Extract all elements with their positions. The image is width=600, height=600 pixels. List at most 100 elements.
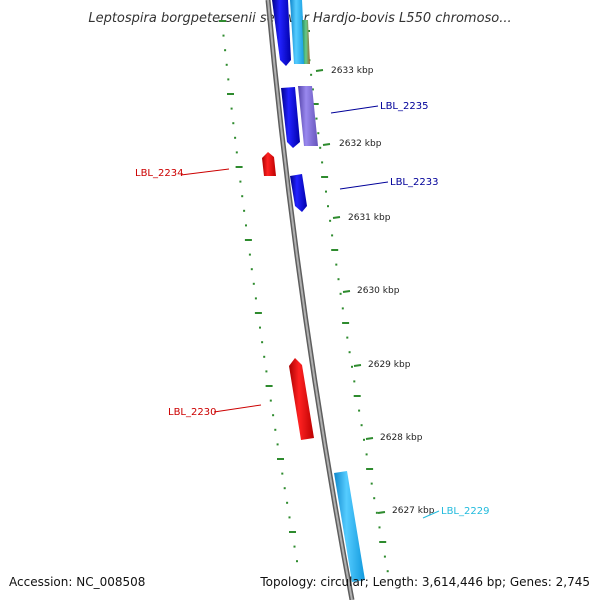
tick-dot: [311, 88, 314, 91]
tick-dot: [317, 132, 320, 135]
tick-dot: [288, 516, 291, 519]
tick-dot: [289, 531, 296, 533]
tick-label: 2629 kbp: [368, 360, 411, 370]
tick-dot: [335, 263, 338, 266]
genome-backbone-highlight: [267, 0, 353, 600]
tick-dot: [241, 195, 244, 198]
tick-dot: [235, 151, 238, 154]
tick-dot: [235, 166, 243, 168]
tick-dot: [341, 307, 344, 310]
tick-mark: [342, 290, 351, 293]
gene-feature-blue-2236[interactable]: [281, 87, 300, 148]
tick-dot: [378, 526, 381, 529]
tick-dot: [259, 326, 261, 329]
tick-dot: [224, 49, 227, 52]
leader-line-2230: [213, 404, 262, 413]
gene-labels: LBL_2235 LBL_2234 LBL_2233 LBL_2230 LBL_…: [135, 101, 489, 519]
tick-dot: [277, 458, 284, 460]
tick-label: 2631 kbp: [348, 213, 391, 223]
tick-mark: [332, 216, 341, 219]
leader-line-2229: [422, 510, 440, 519]
tick-dot: [239, 180, 242, 183]
tick-dot: [254, 312, 262, 314]
tick-dot: [293, 545, 296, 548]
tick-label: 2628 kbp: [380, 433, 423, 443]
tick-dot: [358, 409, 361, 412]
tick-mark: [365, 437, 374, 440]
tick-mark: [322, 143, 331, 146]
gene-label-2234[interactable]: LBL_2234: [135, 168, 183, 179]
tick-dot: [269, 399, 272, 402]
tick-dot: [321, 176, 329, 178]
gene-feature-red-2234[interactable]: [262, 152, 276, 176]
tick-dot: [351, 365, 353, 368]
outer-tick-track: [219, 20, 298, 563]
tick-dot: [219, 20, 226, 22]
tick-dot: [329, 219, 332, 222]
tick-dot: [243, 209, 246, 212]
gene-feature-red-2230[interactable]: [289, 358, 314, 440]
gene-feature-blue-2233[interactable]: [290, 174, 307, 212]
tick-dot: [310, 73, 313, 76]
tick-dot: [383, 555, 386, 558]
inner-tick-track: [303, 30, 389, 573]
kbp-ticks: 2633 kbp 2632 kbp 2631 kbp 2630 kbp 2629…: [315, 66, 435, 516]
tick-dot: [331, 249, 339, 251]
tick-dot: [327, 205, 329, 208]
tick-dot: [331, 234, 334, 237]
gene-label-2233[interactable]: LBL_2233: [390, 177, 438, 188]
tick-dot: [283, 487, 286, 490]
gene-feature-teal-top[interactable]: [302, 20, 310, 64]
tick-dot: [373, 497, 376, 500]
tick-dot: [319, 146, 322, 149]
tick-dot: [342, 322, 350, 324]
tick-dot: [360, 424, 363, 427]
tick-dot: [296, 560, 298, 563]
tick-dot: [248, 253, 251, 256]
tick-dot: [222, 34, 225, 37]
tick-dot: [265, 385, 273, 387]
tick-dot: [348, 351, 351, 354]
gene-feature-purple-2235[interactable]: [298, 86, 318, 146]
tick-dot: [386, 570, 389, 573]
tick-dot: [250, 268, 253, 271]
tick-dot: [321, 161, 324, 164]
leader-line-2235: [330, 105, 379, 114]
tick-dot: [311, 103, 319, 105]
tick-dot: [315, 117, 318, 120]
tick-dot: [230, 107, 233, 110]
topology-text: Topology: circular; Length: 3,614,446 bp…: [259, 575, 590, 589]
tick-mark: [377, 511, 386, 514]
tick-dot: [276, 443, 279, 446]
tick-label: 2633 kbp: [331, 66, 374, 76]
tick-dot: [261, 341, 264, 344]
tick-mark: [315, 69, 324, 72]
gene-feature-blue-top[interactable]: [272, 0, 291, 66]
tick-dot: [244, 239, 252, 241]
gene-label-2230[interactable]: LBL_2230: [168, 407, 216, 418]
tick-dot: [234, 136, 237, 139]
tick-dot: [366, 468, 374, 470]
tick-dot: [353, 395, 361, 397]
tick-dot: [263, 355, 266, 358]
tick-dot: [227, 78, 230, 81]
tick-mark: [353, 364, 362, 367]
gene-label-2235[interactable]: LBL_2235: [380, 101, 428, 112]
tick-dot: [227, 93, 234, 95]
tick-label: 2632 kbp: [339, 139, 382, 149]
tick-dot: [375, 511, 378, 514]
tick-dot: [365, 453, 368, 456]
gene-features: [262, 0, 365, 582]
gene-feature-lightblue-top[interactable]: [290, 0, 305, 64]
tick-dot: [254, 297, 257, 300]
gene-feature-lightblue-2229[interactable]: [334, 471, 365, 582]
tick-dot: [286, 501, 289, 504]
gene-label-2229[interactable]: LBL_2229: [441, 506, 489, 517]
tick-dot: [363, 438, 365, 441]
tick-label: 2627 kbp: [392, 506, 435, 516]
tick-dot: [379, 541, 387, 543]
tick-dot: [339, 292, 342, 295]
tick-label: 2630 kbp: [357, 286, 400, 296]
tick-dot: [252, 282, 255, 285]
tick-dot: [232, 122, 235, 125]
